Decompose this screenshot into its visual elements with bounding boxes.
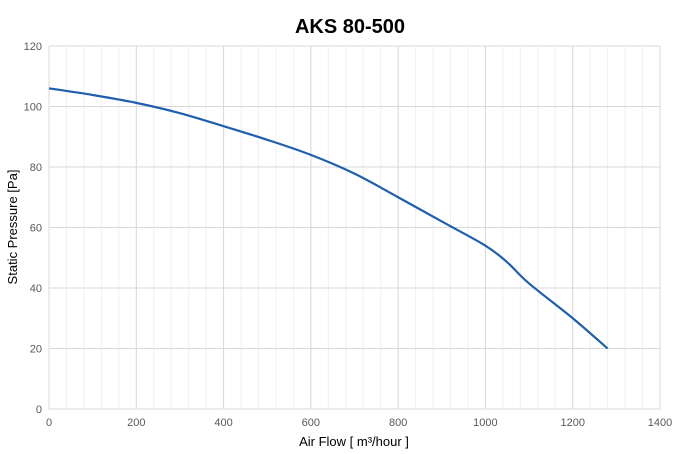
- series-line: [48, 87, 609, 350]
- y-axis-ticks: 0 20 40 60 80 100 120: [24, 41, 42, 416]
- y-tick-label: 100: [24, 102, 42, 114]
- x-tick-label: 200: [127, 417, 145, 429]
- x-tick-label: 1000: [473, 417, 497, 429]
- x-axis-ticks: 0 200 400 600 800 1000 1200 1400: [46, 417, 672, 429]
- x-axis-label: Air Flow [ m³/hour ]: [299, 434, 409, 449]
- y-tick-label: 20: [30, 344, 42, 356]
- x-tick-label: 1200: [560, 417, 584, 429]
- gridlines: [48, 45, 661, 410]
- x-tick-label: 800: [389, 417, 407, 429]
- series-layer: [48, 87, 609, 350]
- y-tick-label: 40: [30, 283, 42, 295]
- x-tick-label: 0: [46, 417, 52, 429]
- x-tick-label: 1400: [648, 417, 672, 429]
- y-tick-label: 0: [36, 404, 42, 416]
- chart-title: AKS 80-500: [295, 16, 405, 38]
- x-tick-label: 400: [214, 417, 232, 429]
- y-tick-label: 60: [30, 223, 42, 235]
- y-axis-label: Static Pressure [Pa]: [5, 170, 20, 285]
- x-tick-label: 600: [302, 417, 320, 429]
- y-tick-label: 120: [24, 41, 42, 53]
- y-tick-label: 80: [30, 162, 42, 174]
